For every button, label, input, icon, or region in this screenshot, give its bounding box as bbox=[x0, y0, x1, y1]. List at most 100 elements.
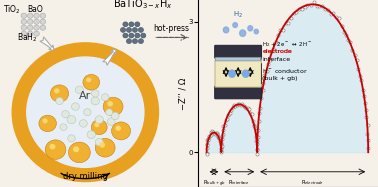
Circle shape bbox=[84, 109, 91, 116]
Circle shape bbox=[107, 118, 115, 125]
Circle shape bbox=[20, 50, 151, 174]
Point bbox=[225, 114, 231, 117]
Text: electrode: electrode bbox=[262, 49, 292, 54]
Text: BaH$_2$: BaH$_2$ bbox=[17, 31, 37, 44]
Point bbox=[215, 137, 222, 140]
Point bbox=[230, 106, 236, 109]
Point bbox=[217, 139, 223, 142]
Point bbox=[219, 144, 225, 147]
Point bbox=[204, 143, 210, 146]
Point bbox=[249, 119, 256, 122]
Text: H$_2$ + 2e$^-$ $\leftrightarrow$ 2H$^-$: H$_2$ + 2e$^-$ $\leftrightarrow$ 2H$^-$ bbox=[262, 40, 313, 49]
Circle shape bbox=[95, 138, 103, 146]
Circle shape bbox=[95, 138, 115, 157]
Circle shape bbox=[123, 33, 128, 38]
Point bbox=[265, 62, 271, 65]
Point bbox=[218, 142, 224, 145]
Point bbox=[205, 139, 211, 142]
Point bbox=[364, 132, 370, 135]
FancyBboxPatch shape bbox=[215, 57, 261, 61]
Text: H$_2$: H$_2$ bbox=[233, 10, 243, 20]
Point bbox=[354, 58, 360, 61]
Point bbox=[322, 7, 328, 10]
Circle shape bbox=[83, 74, 100, 90]
Point bbox=[238, 103, 244, 106]
Text: R$_{interface}$: R$_{interface}$ bbox=[228, 178, 250, 187]
Circle shape bbox=[138, 27, 144, 32]
Point bbox=[275, 33, 281, 36]
Circle shape bbox=[21, 13, 26, 18]
Circle shape bbox=[95, 116, 104, 124]
Point bbox=[214, 132, 220, 135]
Point bbox=[293, 10, 299, 13]
Point bbox=[267, 58, 273, 61]
Point bbox=[218, 148, 224, 151]
Point bbox=[341, 30, 347, 33]
Point bbox=[363, 108, 369, 111]
Point bbox=[262, 73, 268, 76]
Point bbox=[269, 50, 275, 53]
Point bbox=[206, 135, 212, 138]
Circle shape bbox=[123, 22, 128, 27]
Circle shape bbox=[27, 13, 33, 18]
Point bbox=[311, 0, 317, 3]
Point bbox=[253, 135, 259, 138]
Point bbox=[363, 116, 369, 119]
Circle shape bbox=[40, 19, 46, 24]
Circle shape bbox=[62, 111, 69, 118]
Circle shape bbox=[39, 115, 56, 132]
Point bbox=[254, 136, 260, 139]
Point bbox=[260, 82, 266, 85]
Point bbox=[210, 131, 216, 134]
Point bbox=[231, 104, 237, 107]
Circle shape bbox=[126, 39, 132, 44]
Point bbox=[365, 124, 371, 127]
Circle shape bbox=[240, 30, 246, 36]
Circle shape bbox=[101, 94, 109, 101]
Circle shape bbox=[105, 109, 113, 116]
Point bbox=[242, 104, 248, 107]
Point bbox=[224, 118, 230, 121]
Circle shape bbox=[108, 102, 112, 106]
Point bbox=[220, 129, 226, 132]
Point bbox=[277, 28, 284, 31]
Point bbox=[214, 131, 220, 134]
Circle shape bbox=[40, 13, 46, 18]
Circle shape bbox=[103, 97, 123, 116]
Point bbox=[254, 153, 260, 156]
Circle shape bbox=[254, 29, 259, 34]
Point bbox=[236, 102, 242, 105]
Point bbox=[362, 102, 368, 105]
Circle shape bbox=[71, 103, 79, 110]
Point bbox=[249, 112, 255, 115]
Point bbox=[357, 74, 363, 77]
Point bbox=[242, 105, 248, 108]
Point bbox=[254, 149, 260, 152]
Circle shape bbox=[91, 97, 99, 105]
Text: R$_{bulk+gb}$: R$_{bulk+gb}$ bbox=[203, 178, 225, 187]
Point bbox=[215, 135, 221, 138]
FancyBboxPatch shape bbox=[215, 86, 262, 99]
Point bbox=[257, 107, 263, 110]
Circle shape bbox=[74, 147, 79, 152]
Circle shape bbox=[40, 25, 46, 30]
Circle shape bbox=[67, 116, 76, 124]
Point bbox=[220, 124, 226, 127]
Point bbox=[206, 136, 212, 139]
Point bbox=[258, 97, 264, 100]
FancyBboxPatch shape bbox=[215, 60, 261, 87]
Point bbox=[209, 132, 215, 135]
Circle shape bbox=[50, 145, 55, 149]
Point bbox=[358, 78, 364, 81]
Point bbox=[239, 103, 245, 106]
Circle shape bbox=[27, 25, 33, 30]
Point bbox=[299, 7, 305, 10]
Circle shape bbox=[87, 78, 91, 82]
Text: BaTiO$_{3-x}$H$_x$: BaTiO$_{3-x}$H$_x$ bbox=[113, 0, 173, 11]
Point bbox=[245, 107, 251, 110]
Point bbox=[253, 139, 259, 142]
Circle shape bbox=[76, 86, 83, 94]
Point bbox=[213, 131, 219, 134]
Circle shape bbox=[50, 85, 69, 102]
Point bbox=[218, 151, 224, 154]
